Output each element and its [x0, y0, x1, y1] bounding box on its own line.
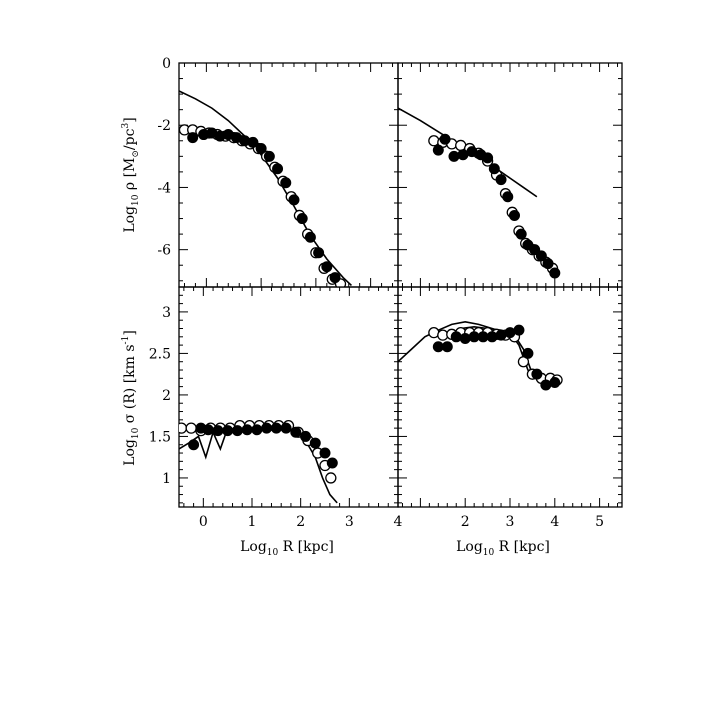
filled-point [502, 191, 514, 203]
x-axis-title-right: Log10 R [kpc] [456, 539, 550, 558]
filled-point [542, 258, 554, 270]
y-axis-title-bottom: Log10 σ (R) [km s-1] [121, 330, 141, 466]
filled-point [304, 231, 316, 243]
filled-point [459, 332, 471, 344]
filled-point [450, 331, 462, 343]
y-tick-label: 2 [162, 388, 171, 404]
filled-point [231, 425, 243, 437]
filled-point [549, 267, 561, 279]
filled-point [290, 426, 302, 438]
model-curve [179, 90, 353, 287]
filled-point [280, 422, 292, 434]
filled-point [222, 425, 234, 437]
filled-point [251, 424, 263, 436]
x-tick-label: 3 [506, 514, 515, 530]
filled-point [529, 244, 541, 256]
y-tick-label: 3 [162, 305, 171, 321]
filled-point [187, 132, 199, 144]
y-tick-label: -4 [157, 180, 171, 196]
filled-point [272, 163, 284, 175]
x-tick-label: 4 [550, 514, 559, 530]
filled-point [300, 430, 312, 442]
filled-point [270, 422, 282, 434]
plot-area [398, 107, 561, 279]
panel-top-left: 0 -2 -4 -6 [157, 56, 399, 288]
open-point [179, 422, 188, 434]
filled-point [495, 329, 507, 341]
panel-frame [178, 62, 399, 288]
filled-point [531, 368, 543, 380]
x-tick-label: 2 [461, 514, 470, 530]
plot-area [179, 90, 353, 287]
filled-point [488, 163, 500, 175]
filled-point [508, 209, 520, 221]
filled-point [309, 437, 321, 449]
y-tick-label: 2.5 [149, 346, 171, 362]
x-tick-label: 5 [595, 514, 604, 530]
filled-point [321, 261, 333, 273]
plot-area [398, 321, 563, 391]
filled-point [515, 228, 527, 240]
open-point [185, 422, 197, 434]
y-tick-label: 0 [162, 56, 171, 72]
filled-point [241, 424, 253, 436]
filled-point [549, 376, 561, 388]
filled-point [261, 422, 273, 434]
filled-point [482, 152, 494, 164]
filled-point [202, 424, 214, 436]
filled-point [255, 143, 267, 155]
open-point [517, 356, 530, 368]
filled-point [495, 174, 507, 186]
filled-point [288, 194, 300, 206]
y-tick-label: -6 [157, 243, 171, 259]
y-tick-label: 1.5 [149, 429, 171, 445]
filled-point [296, 213, 308, 225]
panel-frame [397, 286, 623, 508]
x-tick-label: 4 [394, 514, 403, 530]
y-tick-label: -2 [157, 118, 171, 134]
filled-point [247, 136, 259, 148]
filled-point [486, 331, 498, 343]
x-tick-label: 2 [296, 514, 305, 530]
filled-point [326, 457, 338, 469]
open-point [325, 472, 337, 484]
y-axis-title-top: Log10 ρ [M⊙/pc3] [121, 117, 141, 232]
filled-point [280, 177, 292, 189]
filled-point [513, 324, 525, 336]
panel-bottom-left: 0 1 2 3 4 1 1.5 2 2.5 3 [149, 286, 403, 530]
filled-point [313, 247, 325, 259]
filled-point [319, 447, 331, 459]
filled-point [504, 327, 516, 339]
filled-point [441, 341, 453, 353]
filled-point [448, 150, 460, 162]
panel-top-right [397, 62, 623, 288]
panel-frame [397, 62, 623, 288]
x-tick-label: 1 [248, 514, 257, 530]
panel-bottom-right: 2 3 4 5 [397, 286, 623, 530]
open-point [428, 135, 440, 147]
y-tick-label: 1 [162, 471, 171, 487]
panel-frame [178, 286, 399, 508]
plot-area [179, 419, 338, 504]
x-tick-label: 3 [345, 514, 354, 530]
filled-point [212, 425, 224, 437]
x-axis-title-left: Log10 R [kpc] [240, 539, 334, 558]
filled-point [188, 439, 200, 451]
filled-point [432, 144, 444, 156]
x-tick-label: 0 [199, 514, 208, 530]
filled-point [263, 150, 275, 162]
filled-point [540, 379, 552, 391]
filled-point [522, 347, 534, 359]
filled-point [439, 133, 451, 145]
filled-point [329, 272, 341, 284]
filled-point [535, 250, 547, 262]
